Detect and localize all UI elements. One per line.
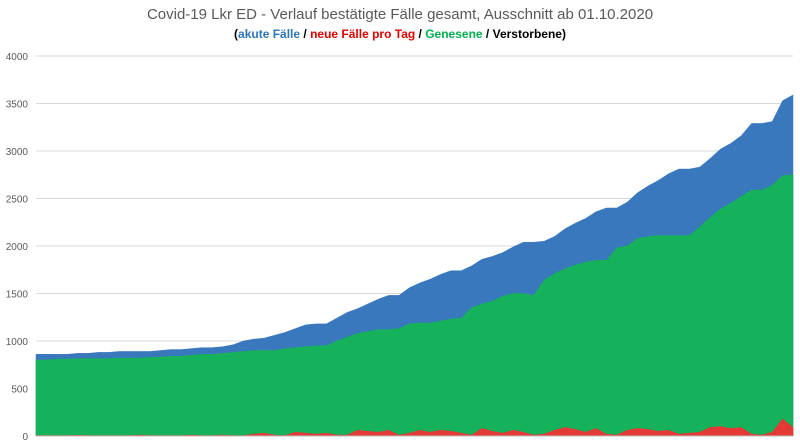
subtitle-part-1: / [300,27,311,41]
y-tick-label: 0 [22,432,28,443]
subtitle-part-0: akute Fälle [238,27,301,41]
y-tick-label: 4000 [6,52,29,63]
y-tick-label: 3000 [6,147,29,158]
y-tick-label: 3500 [6,100,29,111]
y-tick-label: 1000 [6,337,29,348]
subtitle-part-3: / [415,27,426,41]
area-series-1 [35,174,794,437]
y-tick-label: 2000 [6,242,29,253]
subtitle-part-6: Verstorbene [492,27,562,41]
y-tick-label: 500 [11,385,28,396]
chart-title: Covid-19 Lkr ED - Verlauf bestätigte Fäl… [146,6,654,23]
subtitle-paren: ( [234,27,239,41]
y-tick-label: 2500 [6,195,29,206]
chart-subtitle: (akute Fälle / neue Fälle pro Tag / Gene… [0,27,800,41]
subtitle-part-4: Genesene [425,27,483,41]
subtitle-part-5: / [482,27,493,41]
subtitle-paren: ) [561,27,566,41]
subtitle-part-2: neue Fälle pro Tag [310,27,416,41]
y-tick-label: 1500 [6,290,29,301]
